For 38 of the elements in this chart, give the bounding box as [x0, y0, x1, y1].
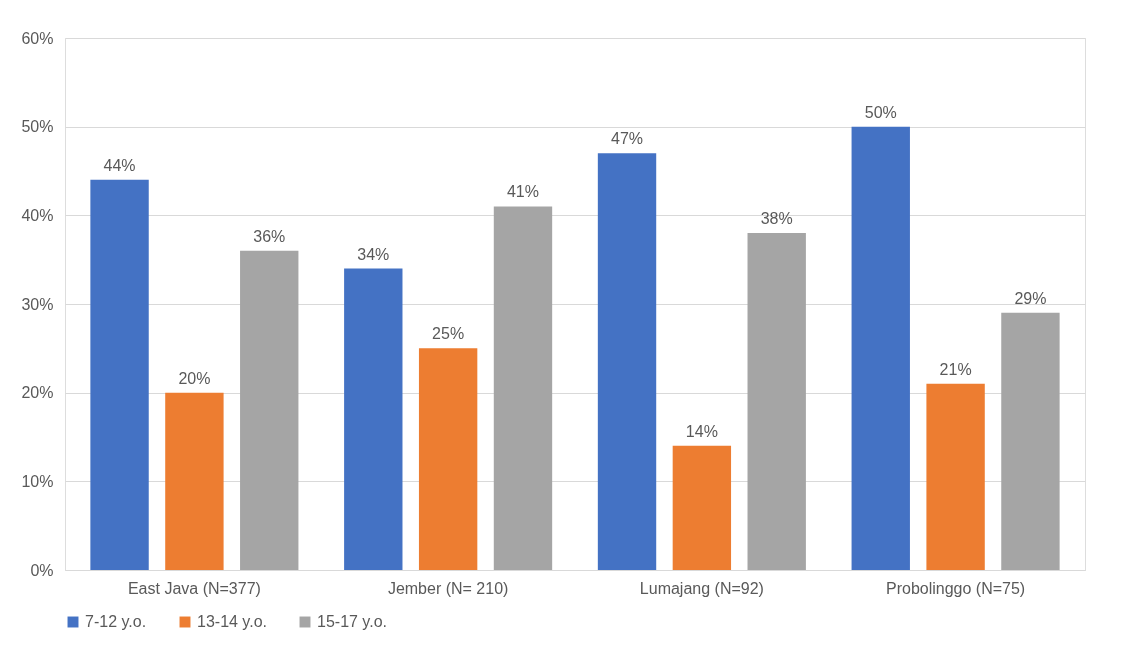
data-label: 50%	[864, 103, 897, 121]
y-tick-label: 40%	[21, 206, 54, 224]
bar	[672, 445, 732, 570]
bar	[597, 153, 657, 570]
data-label: 14%	[685, 422, 718, 440]
bar	[418, 348, 478, 570]
bar	[240, 250, 299, 570]
x-tick-label: East Java (N=377)	[127, 579, 261, 597]
y-tick-label: 20%	[21, 384, 54, 402]
y-tick-label: 50%	[21, 118, 54, 136]
data-label: 25%	[432, 325, 465, 343]
x-tick-label: Probolinggo (N=75)	[886, 579, 1026, 597]
y-tick-label: 30%	[21, 295, 54, 313]
data-label: 29%	[1014, 289, 1047, 307]
legend-label: 7-12 y.o.	[85, 613, 147, 630]
legend-label: 15-17 y.o.	[317, 613, 387, 630]
legend-label: 13-14 y.o.	[197, 613, 267, 630]
data-label: 21%	[939, 360, 972, 378]
data-label: 47%	[611, 130, 644, 148]
data-label: 41%	[506, 183, 539, 201]
bar	[851, 126, 910, 570]
bar	[1001, 312, 1060, 570]
bar	[90, 179, 149, 570]
data-label: 20%	[178, 369, 211, 387]
y-tick-label: 60%	[21, 29, 54, 47]
bar	[926, 383, 985, 570]
data-label: 36%	[253, 227, 286, 245]
bar	[165, 392, 224, 570]
bar	[344, 268, 403, 570]
data-label: 44%	[103, 156, 136, 174]
y-tick-label: 0%	[30, 561, 54, 579]
data-label: 38%	[760, 210, 793, 228]
y-tick-label: 10%	[21, 472, 54, 490]
x-tick-label: Lumajang (N=92)	[639, 579, 764, 597]
data-label: 34%	[357, 245, 390, 263]
x-tick-label: Jember (N= 210)	[387, 579, 509, 597]
bar	[493, 206, 553, 570]
bar	[747, 233, 806, 570]
